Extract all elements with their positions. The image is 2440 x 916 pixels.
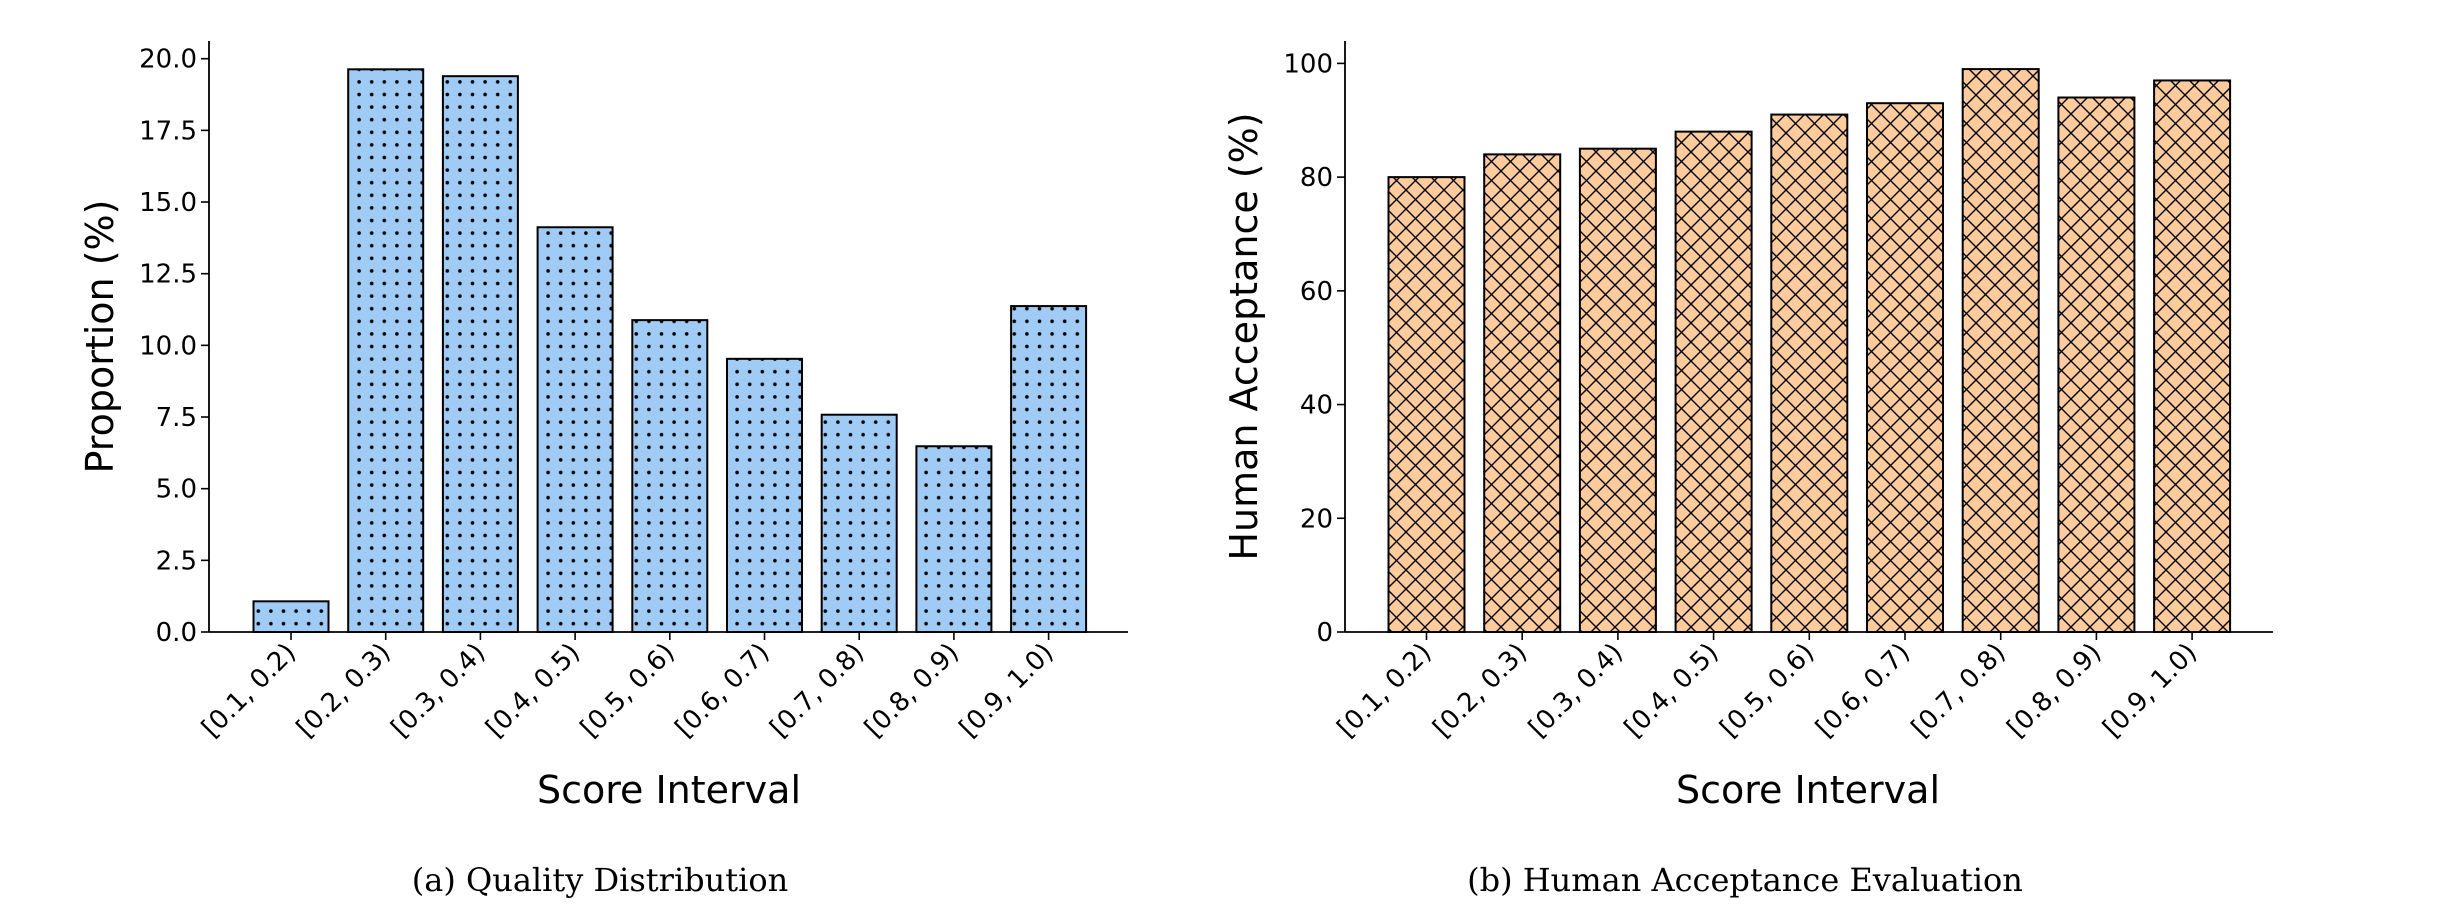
bar-9 <box>1010 305 1088 633</box>
bar-5 <box>1770 113 1849 634</box>
x-axis-label: Score Interval <box>537 768 801 812</box>
x-tick-label: [0.9, 1.0) <box>954 638 1060 744</box>
y-tick-label: 0 <box>1316 618 1333 648</box>
y-tick-label: 80 <box>1300 163 1333 193</box>
human-acceptance-chart: [0.1, 0.2)[0.2, 0.3)[0.3, 0.4)[0.4, 0.5)… <box>1222 41 2273 899</box>
bar-6 <box>726 357 803 633</box>
y-tick-label: 15.0 <box>139 188 197 218</box>
x-tick-label: [0.8, 0.9) <box>2002 638 2108 744</box>
y-tick-label: 17.5 <box>139 116 197 146</box>
bar-9 <box>2153 79 2232 633</box>
y-axis-label: Proportion (%) <box>78 200 122 474</box>
y-tick-label: 40 <box>1300 391 1333 421</box>
x-tick-label: [0.3, 0.4) <box>1523 638 1629 744</box>
figure-caption: (a) Quality Distribution <box>412 861 788 899</box>
bar-8 <box>2057 96 2136 634</box>
bar-4 <box>1674 130 1753 634</box>
y-tick-label: 0.0 <box>156 618 197 648</box>
x-tick-label: [0.5, 0.6) <box>1715 638 1821 744</box>
x-tick-label: [0.7, 0.8) <box>1906 638 2012 744</box>
bar-7 <box>1961 68 2040 633</box>
x-tick-label: [0.1, 0.2) <box>196 638 302 744</box>
bar-7 <box>820 413 898 633</box>
x-tick-label: [0.9, 1.0) <box>2097 638 2203 744</box>
y-tick-label: 2.5 <box>156 546 197 576</box>
x-tick-label: [0.7, 0.8) <box>764 638 870 744</box>
x-tick-label: [0.2, 0.3) <box>1427 638 1533 744</box>
bar-3 <box>1578 147 1657 633</box>
x-tick-label: [0.2, 0.3) <box>291 638 397 744</box>
bar-2 <box>1483 153 1562 633</box>
y-tick-label: 12.5 <box>139 260 197 290</box>
x-tick-label: [0.1, 0.2) <box>1332 638 1438 744</box>
bar-1 <box>252 600 330 633</box>
y-tick-label: 7.5 <box>156 403 197 433</box>
bar-2 <box>347 68 425 634</box>
quality-distribution-chart: [0.1, 0.2)[0.2, 0.3)[0.3, 0.4)[0.4, 0.5)… <box>78 41 1128 899</box>
x-tick-label: [0.5, 0.6) <box>575 638 681 744</box>
bar-6 <box>1866 102 1944 633</box>
y-axis-label: Human Acceptance (%) <box>1222 112 1266 560</box>
x-tick-label: [0.6, 0.7) <box>1810 638 1916 744</box>
x-tick-label: [0.3, 0.4) <box>386 638 492 744</box>
bar-1 <box>1387 176 1466 633</box>
x-tick-label: [0.4, 0.5) <box>480 638 586 744</box>
x-tick-label: [0.6, 0.7) <box>670 638 776 744</box>
figure-caption: (b) Human Acceptance Evaluation <box>1467 861 2023 899</box>
y-tick-label: 5.0 <box>156 475 197 505</box>
y-tick-label: 20 <box>1300 504 1333 534</box>
bar-8 <box>915 445 993 633</box>
y-tick-label: 10.0 <box>139 331 197 361</box>
y-tick-label: 100 <box>1283 49 1333 79</box>
y-tick-label: 60 <box>1300 277 1333 307</box>
x-tick-label: [0.4, 0.5) <box>1619 638 1725 744</box>
x-axis-label: Score Interval <box>1676 768 1940 812</box>
x-tick-label: [0.8, 0.9) <box>859 638 965 744</box>
bar-3 <box>441 75 519 633</box>
bar-5 <box>631 319 709 633</box>
y-tick-label: 20.0 <box>139 45 197 75</box>
bar-4 <box>536 226 614 633</box>
